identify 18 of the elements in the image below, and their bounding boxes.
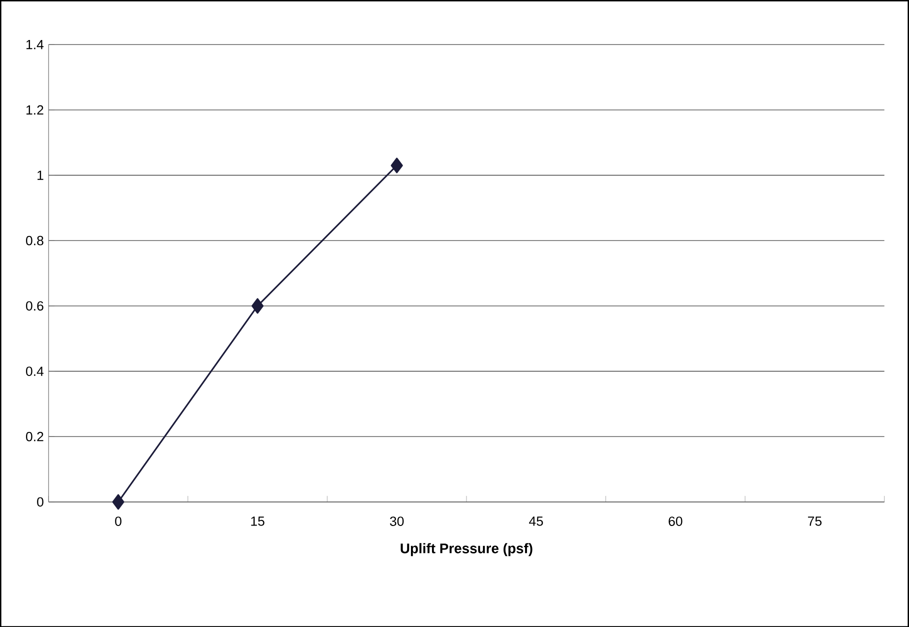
x-tick-label: 60	[668, 516, 682, 526]
x-tick-label: 45	[529, 516, 543, 526]
x-tick-label: 75	[808, 516, 822, 526]
y-tick-label: 0	[37, 497, 44, 506]
y-tick-label: 1	[38, 170, 44, 180]
x-tick-label: 0	[115, 516, 122, 526]
y-tick-label: 1.2	[26, 105, 44, 114]
y-tick-label: 0.4	[26, 366, 44, 376]
point	[112, 494, 124, 510]
point	[252, 298, 264, 314]
y-tick-label: 0.6	[26, 301, 44, 310]
y-tick-label: 1.4	[26, 40, 44, 49]
x-tick-label: 30	[390, 516, 404, 526]
x-tick-label: 15	[251, 516, 264, 526]
y-tick-label: 0.2	[26, 432, 44, 442]
x-axis-title: Uplift Pressure (psf)	[400, 542, 532, 556]
y-tick-label: 0.8	[26, 236, 44, 246]
point	[390, 157, 403, 174]
